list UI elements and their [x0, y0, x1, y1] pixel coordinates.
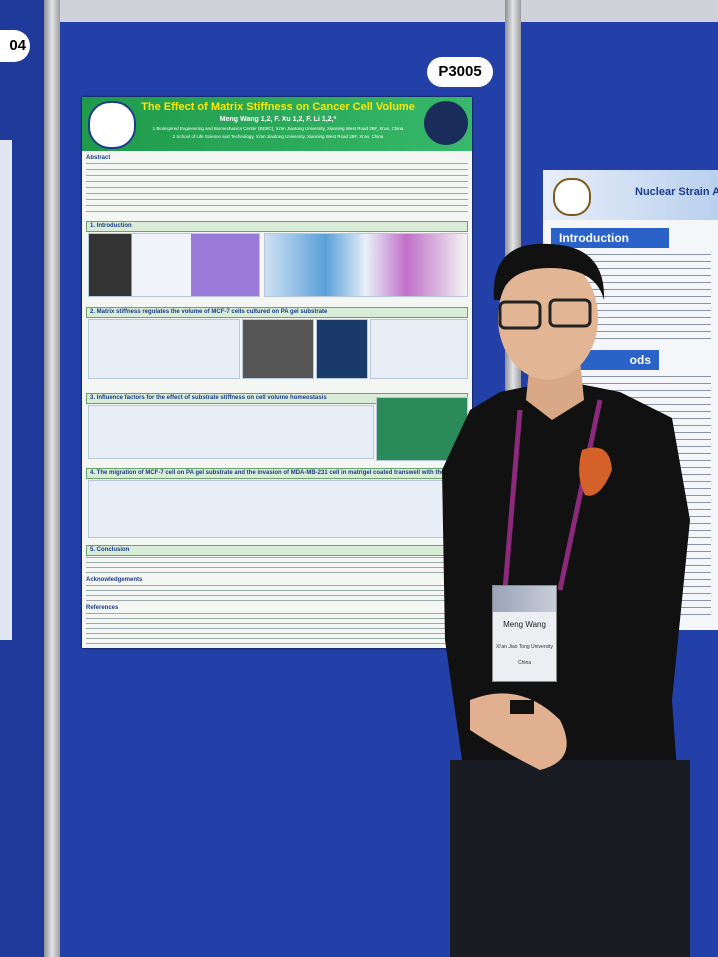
poster: The Effect of Matrix Stiffness on Cancer… [82, 97, 472, 648]
board-top-frame [60, 0, 508, 22]
pole [44, 0, 60, 957]
hands [470, 693, 567, 770]
figure [242, 319, 314, 379]
poster-header [82, 97, 472, 151]
poster-authors: Meng Wang 1,2, F. Xu 1,2, F. Li 1,2,* [219, 116, 337, 123]
affiliation: 1 Bioinspired Engineering and Biomechani… [152, 126, 404, 131]
badge-header [493, 586, 556, 612]
booth-label: P3005 [427, 57, 493, 87]
poster-title: The Effect of Matrix Stiffness on Cancer… [141, 101, 415, 113]
badge: Meng Wang Xi'an Jiao Tong University Chi… [492, 585, 557, 682]
watch [510, 700, 534, 714]
section-heading: Introduction [551, 228, 669, 248]
university-logo [88, 101, 136, 149]
figure [88, 233, 260, 297]
badge-country: China [517, 660, 532, 666]
face [498, 256, 598, 380]
figure [316, 319, 368, 379]
affiliation: 2 School of Life Science and Technology,… [172, 134, 384, 139]
figure [88, 480, 468, 538]
figure [88, 405, 374, 459]
references-text [86, 613, 468, 645]
abstract-text [86, 163, 468, 217]
lanyard [502, 399, 603, 591]
glasses [498, 300, 542, 330]
section-heading: 2. Matrix stiffness regulates the volume… [86, 307, 468, 318]
booth-label-left: 04 [0, 30, 30, 62]
board-top-frame [521, 0, 718, 22]
abstract-heading: Abstract [86, 155, 111, 161]
acknowledgements-text [86, 585, 468, 603]
center-logo [424, 101, 468, 145]
figure [88, 319, 240, 379]
references-heading: References [86, 605, 119, 611]
trousers [450, 760, 690, 957]
hair [493, 243, 605, 300]
right-poster-title: Nuclear Strain Att [635, 186, 718, 198]
glasses [548, 298, 592, 328]
acknowledgements-heading: Acknowledgements [86, 577, 143, 583]
left-poster-edge [0, 140, 12, 640]
badge-name: Meng Wang [503, 620, 546, 629]
conclusion-text [86, 557, 468, 573]
badge-affiliation: Xi'an Jiao Tong University [495, 644, 553, 650]
logo [553, 178, 591, 216]
figure [264, 233, 468, 297]
figure [370, 319, 468, 379]
section-heading: 1. Introduction [86, 221, 468, 232]
embroidery [579, 447, 612, 496]
